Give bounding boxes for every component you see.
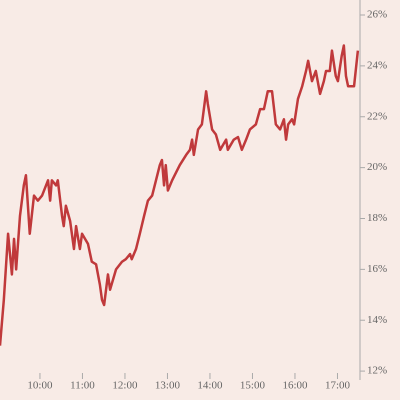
y-tick-label: 26% [367,9,387,21]
x-tick-label: 12:00 [112,380,138,392]
y-tick-label: 24% [367,59,387,71]
x-tick-label: 16:00 [282,380,308,392]
x-tick-label: 14:00 [197,380,223,392]
x-tick-label: 15:00 [240,380,266,392]
y-tick-label: 14% [367,314,387,326]
x-tick-label: 13:00 [155,380,181,392]
price-line [0,44,360,346]
x-tick-label: 10:00 [27,380,53,392]
x-tick-label: 11:00 [70,380,95,392]
y-tick-label: 12% [367,365,387,377]
y-tick-label: 20% [367,161,387,173]
y-tick-label: 16% [367,263,387,275]
y-tick-label: 18% [367,212,387,224]
x-tick-label: 17:00 [325,380,351,392]
y-tick-label: 22% [367,110,387,122]
